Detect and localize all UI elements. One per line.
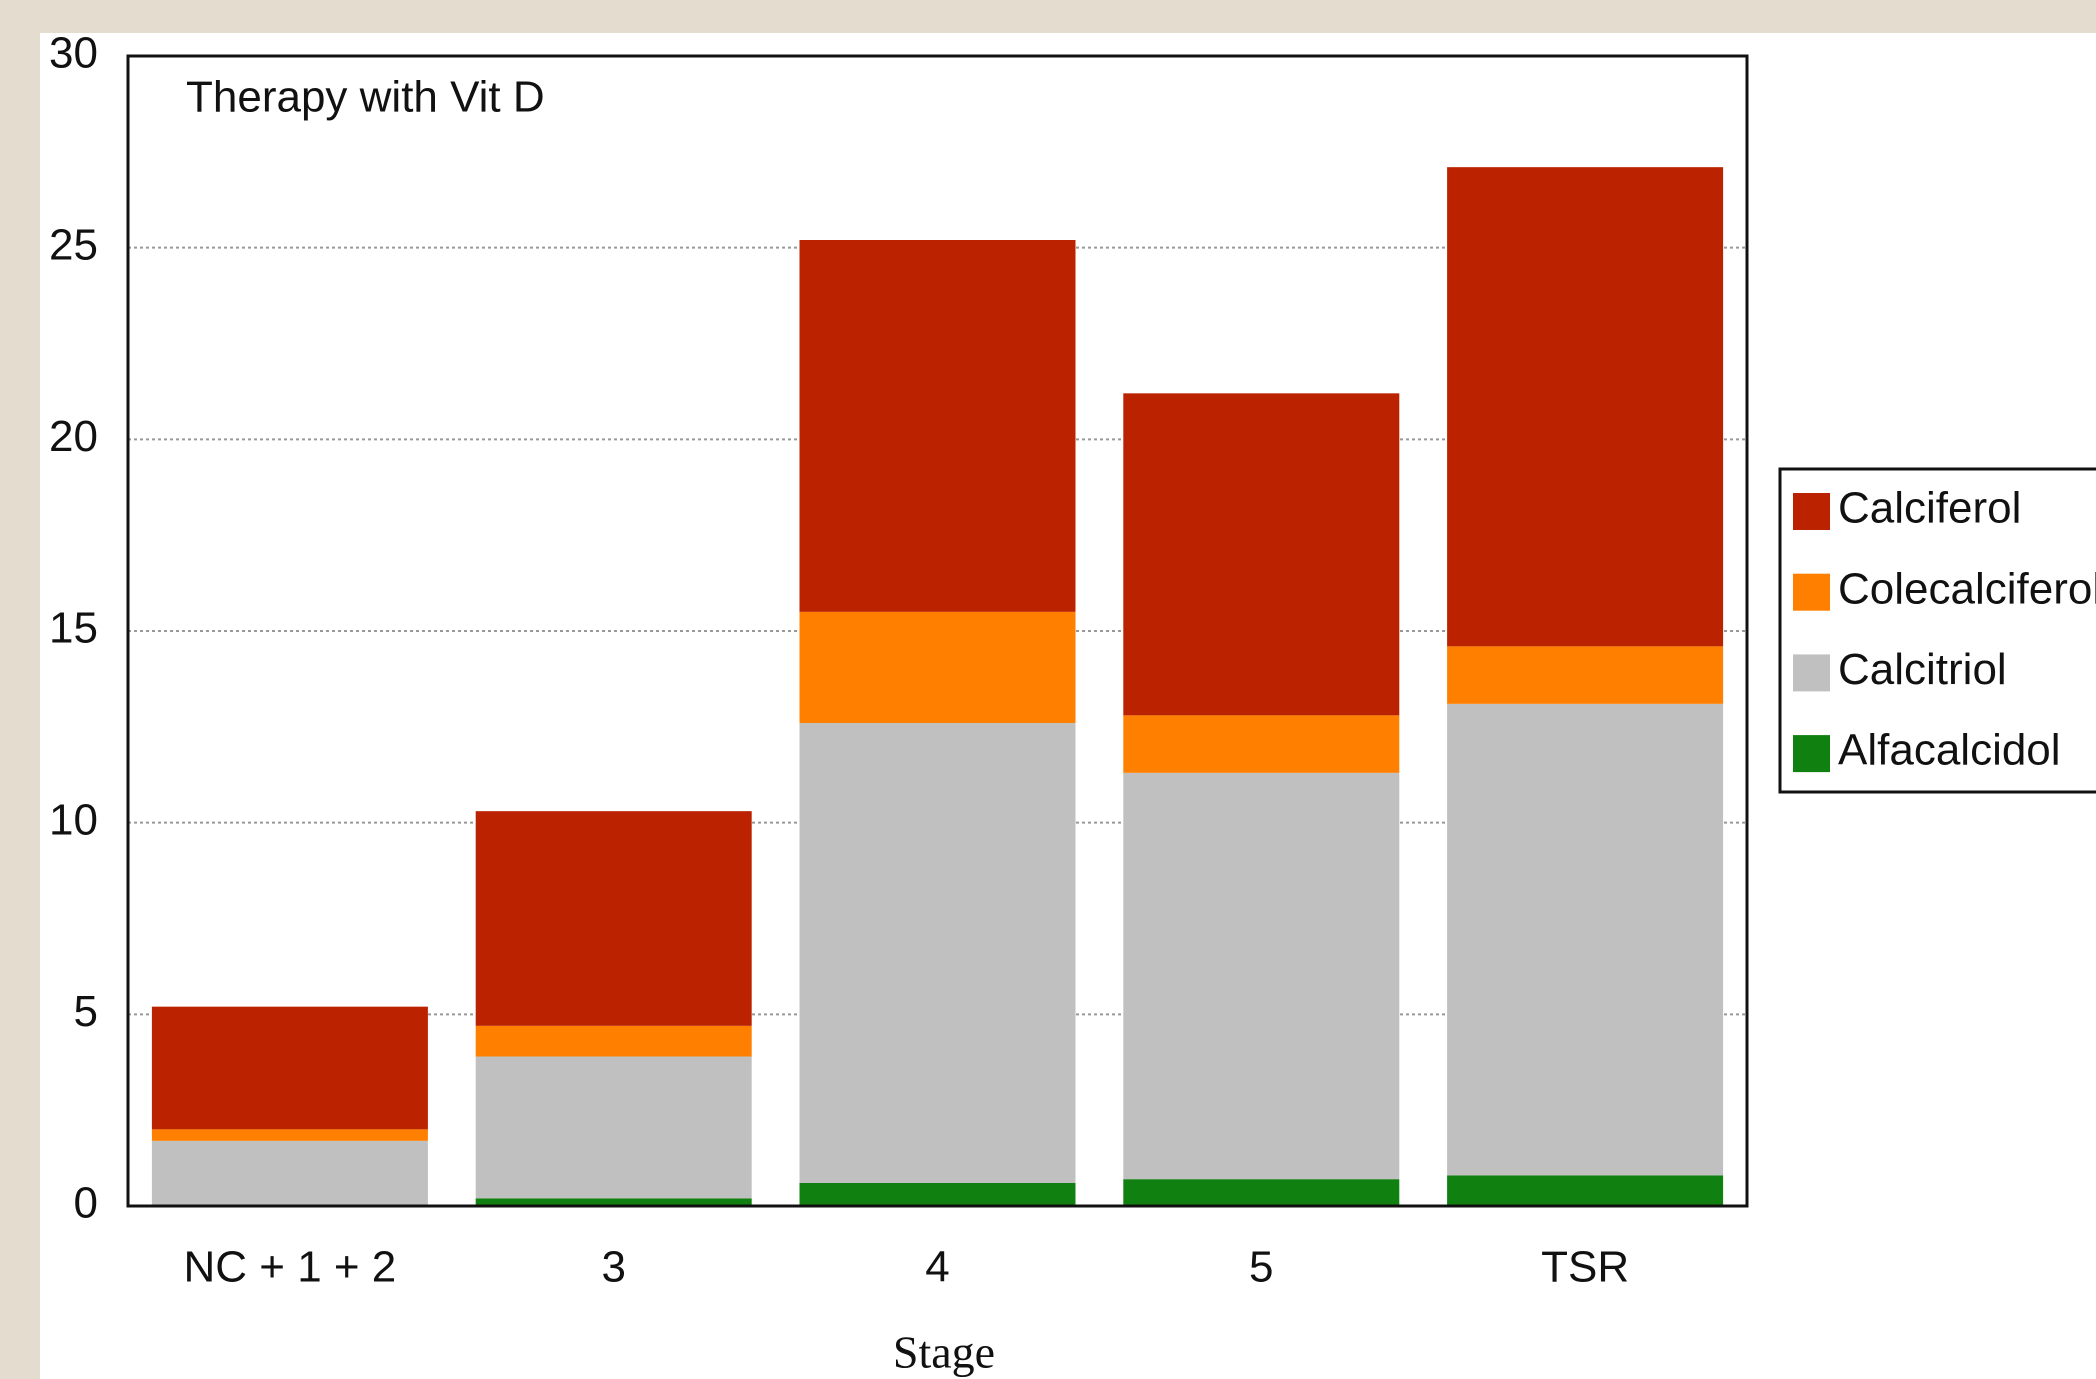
legend-label: Colecalciferol [1838,564,2096,613]
bar-segment [1123,393,1400,716]
chart-title: Therapy with Vit D [186,73,545,122]
x-tick-label: 3 [601,1243,625,1292]
bar-segment [1447,1175,1724,1206]
bar-segment [475,811,752,1026]
legend-label: Calcitriol [1838,645,2007,694]
plot-frame [126,54,1749,1208]
bar-segment [151,1129,428,1141]
y-tick-label: 25 [49,220,98,269]
legend-swatch [1793,654,1830,692]
x-tick-label: 4 [925,1243,949,1292]
y-tick-label: 30 [49,29,98,78]
bar-segment [1447,703,1724,1176]
bar-segment [799,240,1076,612]
legend-swatch [1793,493,1830,530]
bar-segment [1447,646,1724,704]
bar-segment [1123,772,1400,1180]
bar-segment [1123,715,1400,773]
x-tick-label: 5 [1249,1243,1273,1292]
y-tick-label: 15 [49,604,98,653]
x-tick-label: NC + 1 + 2 [184,1243,397,1292]
y-tick-label: 0 [74,1179,98,1228]
bar-segment [151,1006,428,1130]
legend-label: Calciferol [1838,484,2021,533]
bar-segment [1123,1179,1400,1206]
legend-label: Alfacalcidol [1838,726,2061,775]
bar-segment [799,611,1076,723]
y-tick-label: 5 [74,987,98,1036]
x-tick-label: TSR [1541,1243,1629,1292]
legend-swatch [1793,573,1830,611]
bar-segment [475,1056,752,1199]
legend-swatch [1793,735,1830,773]
bar-segment [151,1140,428,1206]
bar-segment [799,1183,1076,1206]
x-axis-label: Stage [893,1327,995,1378]
legend-box [1778,467,2096,794]
y-tick-label: 20 [49,412,98,461]
y-tick-label: 10 [49,795,98,844]
bar-segment [475,1198,752,1206]
bar-segment [475,1025,752,1057]
bar-segment [1447,167,1724,647]
bar-segment [799,723,1076,1183]
